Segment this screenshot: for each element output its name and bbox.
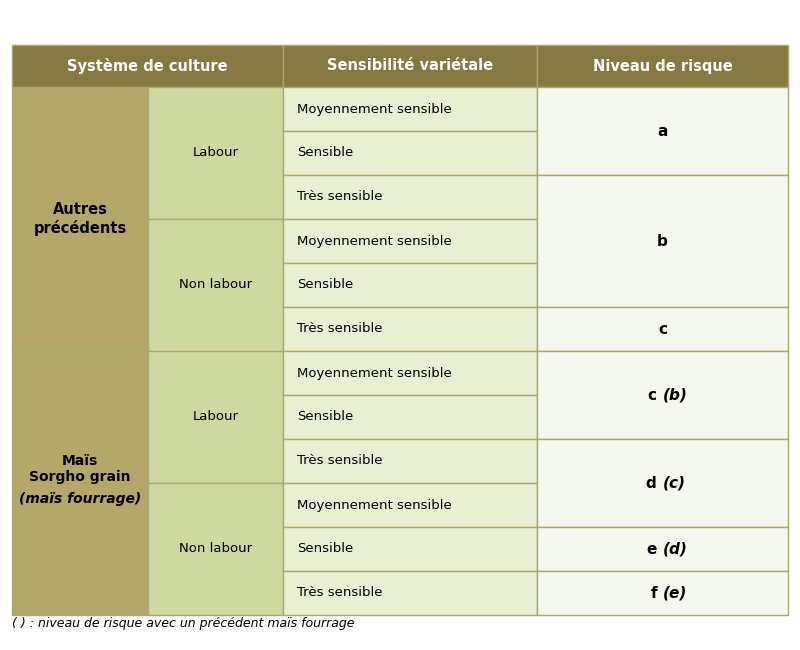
Text: f: f	[650, 586, 662, 601]
Text: Maïs
Sorgho grain: Maïs Sorgho grain	[30, 454, 130, 484]
Text: Très sensible: Très sensible	[297, 190, 382, 203]
Text: Sensible: Sensible	[297, 543, 354, 556]
Bar	[148, 219, 283, 351]
Bar	[148, 351, 283, 483]
Bar	[537, 45, 788, 87]
Text: Moyennement sensible: Moyennement sensible	[297, 103, 452, 116]
Bar	[283, 351, 537, 395]
Bar	[283, 439, 537, 483]
Bar	[537, 175, 788, 307]
Text: Labour: Labour	[193, 146, 238, 159]
Text: Labour: Labour	[193, 411, 238, 424]
Bar	[12, 45, 283, 87]
Text: Autres
précédents: Autres précédents	[34, 202, 126, 236]
Bar	[537, 527, 788, 571]
Text: ( ) : niveau de risque avec un précédent maïs fourrage: ( ) : niveau de risque avec un précédent…	[12, 617, 354, 630]
Bar	[537, 351, 788, 439]
Bar	[283, 131, 537, 175]
Bar	[283, 175, 537, 219]
Bar	[537, 571, 788, 615]
Bar	[283, 571, 537, 615]
Text: a: a	[658, 124, 668, 138]
Text: c: c	[658, 322, 667, 337]
Text: c: c	[648, 387, 662, 402]
Text: Sensible: Sensible	[297, 411, 354, 424]
Bar	[537, 307, 788, 351]
Bar	[283, 87, 537, 131]
Bar	[283, 483, 537, 527]
Text: (b): (b)	[662, 387, 687, 402]
Text: b: b	[657, 233, 668, 248]
Text: (e): (e)	[662, 586, 687, 601]
Text: Sensible: Sensible	[297, 146, 354, 159]
Text: (c): (c)	[662, 476, 686, 491]
Bar	[12, 351, 148, 615]
Text: d: d	[646, 476, 662, 491]
Bar	[283, 263, 537, 307]
Bar	[283, 395, 537, 439]
Text: Très sensible: Très sensible	[297, 586, 382, 599]
Text: Moyennement sensible: Moyennement sensible	[297, 367, 452, 380]
Text: e: e	[647, 541, 662, 556]
Bar	[148, 87, 283, 219]
Text: (d): (d)	[662, 541, 687, 556]
Bar	[537, 87, 788, 175]
Bar	[148, 483, 283, 615]
Text: Très sensible: Très sensible	[297, 322, 382, 335]
Text: Très sensible: Très sensible	[297, 454, 382, 467]
Text: Non labour: Non labour	[179, 543, 252, 556]
Bar	[283, 307, 537, 351]
Text: Non labour: Non labour	[179, 278, 252, 291]
Text: Sensibilité variétale: Sensibilité variétale	[327, 58, 493, 73]
Text: Sensible: Sensible	[297, 278, 354, 291]
Text: Niveau de risque: Niveau de risque	[593, 58, 732, 73]
Bar	[283, 527, 537, 571]
Text: Système de culture: Système de culture	[67, 58, 228, 74]
Bar	[12, 87, 148, 351]
Bar	[283, 45, 537, 87]
Bar	[537, 439, 788, 527]
Text: (maïs fourrage): (maïs fourrage)	[19, 492, 141, 506]
Text: Moyennement sensible: Moyennement sensible	[297, 499, 452, 512]
Text: Moyennement sensible: Moyennement sensible	[297, 235, 452, 248]
Bar	[283, 219, 537, 263]
